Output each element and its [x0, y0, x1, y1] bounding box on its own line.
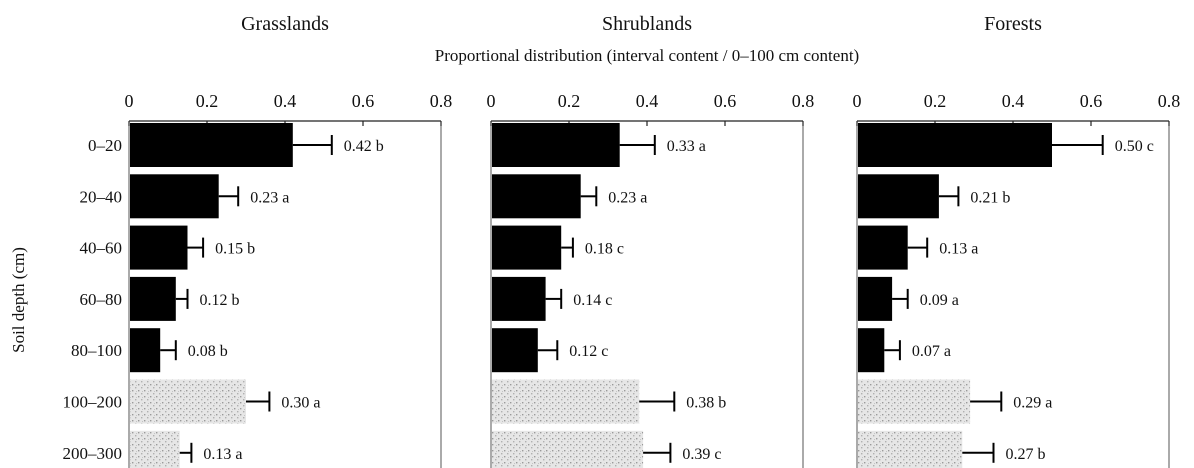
bar — [130, 276, 176, 321]
bar — [130, 379, 246, 424]
x-tick-label: 0 — [487, 91, 496, 111]
data-label: 0.42 b — [344, 138, 384, 155]
data-label: 0.21 b — [970, 189, 1010, 206]
bar — [492, 123, 620, 167]
x-tick-label: 0.4 — [274, 91, 297, 111]
bar — [492, 174, 581, 219]
data-label: 0.38 b — [686, 395, 726, 412]
data-label: 0.12 b — [200, 292, 240, 309]
bar — [492, 328, 538, 373]
x-tick-label: 0.6 — [714, 91, 737, 111]
category-label: 80–100 — [71, 341, 122, 360]
bar — [130, 328, 161, 373]
y-axis-label: Soil depth (cm) — [9, 247, 28, 353]
data-label: 0.50 c — [1115, 138, 1154, 155]
panel-grasslands: Grasslands 0 0.2 0.4 0.6 0.8 0.42 b 0.23 a 0.15 … — [125, 13, 453, 468]
panel-title: Shrublands — [602, 13, 692, 35]
chart-panels: Grasslands 0 0.2 0.4 0.6 0.8 0.42 b 0.23 a 0.15 … — [125, 13, 1181, 468]
category-label: 60–80 — [80, 290, 123, 309]
panel-title: Grasslands — [241, 13, 329, 35]
x-tick-label: 0.6 — [1080, 91, 1103, 111]
data-label: 0.15 b — [215, 241, 255, 258]
data-label: 0.14 c — [573, 292, 612, 309]
bar — [858, 276, 893, 321]
category-label: 200–300 — [63, 444, 123, 463]
x-tick-label: 0.2 — [924, 91, 947, 111]
data-label: 0.13 a — [203, 446, 242, 463]
bar — [130, 123, 293, 167]
data-label: 0.09 a — [920, 292, 959, 309]
x-tick-label: 0.4 — [636, 91, 659, 111]
x-tick-label: 0.4 — [1002, 91, 1025, 111]
bar — [858, 430, 963, 468]
panel-shrublands: Shrublands 0 0.2 0.4 0.6 0.8 0.33 a 0.23 a 0.18 … — [487, 13, 815, 468]
data-label: 0.18 c — [585, 241, 624, 258]
x-tick-label: 0.8 — [430, 91, 453, 111]
data-label: 0.23 a — [608, 189, 647, 206]
x-tick-label: 0 — [853, 91, 862, 111]
panel-forests: Forests 0 0.2 0.4 0.6 0.8 0.50 c 0.21 b 0.13 a 0.… — [853, 13, 1181, 468]
category-label: 0–20 — [88, 136, 122, 155]
category-label: 100–200 — [63, 393, 123, 412]
bar — [130, 225, 188, 270]
bar — [492, 225, 562, 270]
x-tick-label: 0.2 — [196, 91, 219, 111]
category-label: 40–60 — [80, 239, 123, 258]
data-label: 0.29 a — [1013, 395, 1052, 412]
x-tick-label: 0.8 — [792, 91, 815, 111]
data-label: 0.27 b — [1006, 446, 1046, 463]
bar — [858, 174, 939, 219]
panel-title: Forests — [984, 13, 1042, 35]
bar — [858, 379, 971, 424]
data-label: 0.39 c — [682, 446, 721, 463]
category-labels: 0–20 20–40 40–60 60–80 80–100 100–200 200–300 — [63, 136, 123, 463]
chart-subtitle: Proportional distribution (interval cont… — [435, 46, 859, 65]
x-tick-label: 0.6 — [352, 91, 375, 111]
bar — [492, 430, 644, 468]
data-label: 0.12 c — [569, 343, 608, 360]
bar — [858, 328, 885, 373]
x-tick-label: 0.8 — [1158, 91, 1181, 111]
category-label: 20–40 — [80, 187, 123, 206]
data-label: 0.23 a — [250, 189, 289, 206]
bar — [492, 276, 546, 321]
bar — [130, 430, 180, 468]
data-label: 0.33 a — [667, 138, 706, 155]
bar — [492, 379, 640, 424]
x-tick-label: 0.2 — [558, 91, 581, 111]
bar — [858, 123, 1052, 167]
x-tick-label: 0 — [125, 91, 134, 111]
data-label: 0.30 a — [281, 395, 320, 412]
data-label: 0.08 b — [188, 343, 228, 360]
bar — [858, 225, 908, 270]
data-label: 0.13 a — [939, 241, 978, 258]
data-label: 0.07 a — [912, 343, 951, 360]
bar — [130, 174, 219, 219]
